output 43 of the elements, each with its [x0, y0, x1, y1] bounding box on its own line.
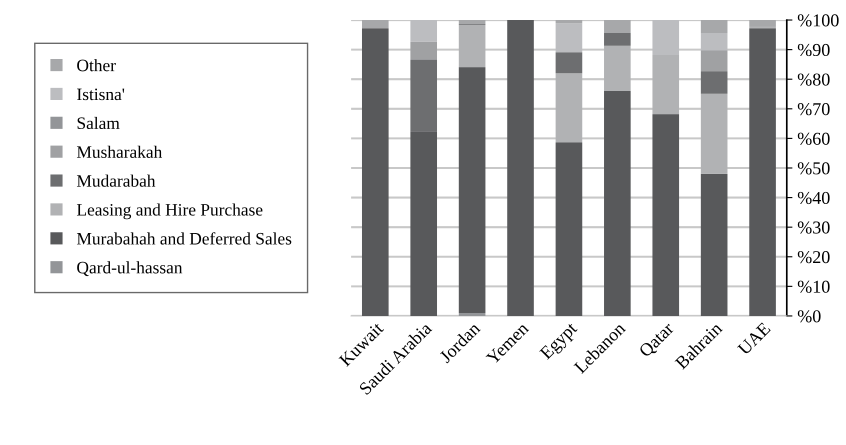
bar [749, 28, 776, 316]
y-tick-label: %10 [798, 280, 830, 293]
bar [604, 46, 631, 92]
bar [652, 114, 680, 316]
legend-label: Istisna' [77, 88, 124, 100]
y-tick-label: %60 [798, 132, 830, 145]
y-tick-label: %100 [798, 14, 839, 27]
bar [700, 174, 728, 316]
legend-label: Murabahah and Deferred Sales [76, 232, 292, 245]
bar [700, 94, 728, 174]
legend-label: Leasing and Hire Purchase [76, 203, 262, 220]
y-tick-label: %70 [798, 103, 830, 116]
bar [458, 67, 486, 313]
legend-label: Qard-ul-hassan [77, 261, 182, 276]
legend-label: Other [77, 59, 116, 72]
bar [458, 312, 486, 316]
bar [556, 142, 582, 316]
bar [700, 20, 728, 34]
bar [410, 42, 438, 60]
bar [556, 20, 582, 24]
bar [604, 20, 631, 34]
bar [604, 33, 631, 46]
bar [556, 52, 582, 74]
y-tick-label: %50 [798, 162, 830, 174]
y-tick-label: %0 [798, 310, 821, 322]
y-tick-label: %40 [798, 192, 830, 204]
bar [362, 20, 389, 28]
bar [362, 28, 389, 316]
bar [410, 132, 438, 316]
y-tick-label: %20 [798, 251, 830, 264]
y-tick-label: %80 [798, 73, 830, 86]
bar [604, 91, 631, 316]
y-tick-label: %90 [798, 44, 830, 56]
bar [749, 20, 776, 27]
bar [410, 60, 438, 132]
y-tick-label: %30 [798, 221, 830, 234]
bar [700, 50, 728, 72]
legend-label: Musharakah [76, 146, 162, 158]
bar [556, 73, 582, 143]
legend-label: Mudarabah [76, 174, 156, 187]
bar [700, 72, 728, 94]
bar [507, 20, 534, 316]
legend-label: Salam [78, 116, 120, 130]
